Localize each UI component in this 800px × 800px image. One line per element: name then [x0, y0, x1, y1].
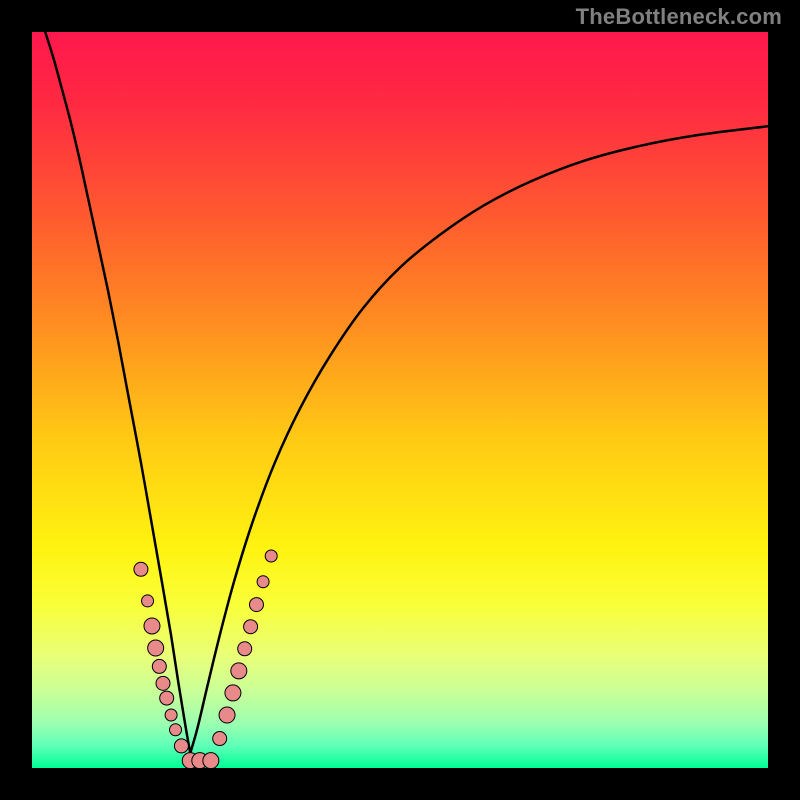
- data-point-12: [203, 753, 219, 768]
- data-point-15: [225, 685, 241, 701]
- data-point-8: [170, 724, 182, 736]
- plot-area: [32, 32, 768, 768]
- data-point-2: [144, 618, 160, 634]
- right-curve: [190, 126, 768, 753]
- data-point-5: [156, 676, 170, 690]
- left-curve: [45, 32, 190, 753]
- data-point-4: [152, 659, 166, 673]
- data-point-14: [219, 707, 235, 723]
- data-point-3: [148, 640, 164, 656]
- data-point-21: [265, 550, 277, 562]
- data-point-16: [231, 663, 247, 679]
- chart-frame: TheBottleneck.com: [0, 0, 800, 800]
- data-point-9: [174, 739, 188, 753]
- data-point-7: [165, 709, 177, 721]
- data-point-6: [160, 691, 174, 705]
- data-point-17: [238, 642, 252, 656]
- data-point-1: [142, 595, 154, 607]
- data-point-18: [244, 620, 258, 634]
- curves-layer: [32, 32, 768, 768]
- data-point-19: [249, 598, 263, 612]
- data-point-20: [257, 576, 269, 588]
- data-point-0: [134, 562, 148, 576]
- watermark-text: TheBottleneck.com: [576, 4, 782, 30]
- data-point-13: [213, 732, 227, 746]
